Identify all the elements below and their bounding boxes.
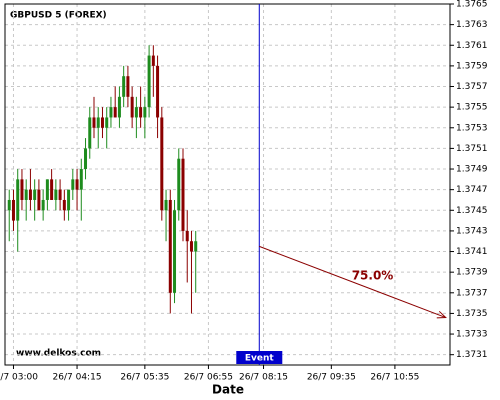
candle-body bbox=[173, 210, 177, 293]
y-tick-label: 1.3739 bbox=[456, 268, 488, 278]
candle-body bbox=[126, 76, 130, 97]
candle-body bbox=[33, 189, 37, 200]
candle-body bbox=[54, 189, 58, 200]
y-tick-label: 1.3743 bbox=[456, 226, 488, 236]
candle-body bbox=[62, 199, 66, 211]
y-tick-label: 1.3733 bbox=[456, 330, 488, 340]
candle-body bbox=[168, 199, 172, 293]
candle-body bbox=[84, 148, 88, 170]
candle-body bbox=[109, 107, 113, 118]
candle-body bbox=[147, 55, 151, 108]
candle-body bbox=[117, 96, 121, 118]
candle-body bbox=[189, 241, 193, 252]
y-tick-label: 1.3737 bbox=[456, 288, 488, 298]
candle-body bbox=[41, 199, 45, 211]
candle-body bbox=[50, 179, 54, 200]
candle-body bbox=[92, 117, 96, 128]
arrow-head bbox=[436, 310, 447, 319]
candle-body bbox=[164, 199, 168, 211]
candle-body bbox=[194, 241, 198, 252]
event-label: Event bbox=[245, 354, 275, 364]
y-tick-label: 1.3751 bbox=[456, 144, 488, 154]
x-axis-title: Date bbox=[212, 383, 244, 397]
candle-body bbox=[105, 117, 109, 128]
y-tick-label: 1.3757 bbox=[456, 82, 488, 92]
candle-body bbox=[160, 117, 164, 211]
candle-body bbox=[185, 230, 189, 242]
candle-body bbox=[181, 158, 185, 231]
y-tick-label: 1.3731 bbox=[456, 350, 488, 360]
x-tick-label: 26/7 10:55 bbox=[370, 373, 419, 383]
x-tick-label: 26/7 06:55 bbox=[184, 373, 233, 383]
y-tick-label: 1.3765 bbox=[456, 0, 488, 10]
x-tick-label: 26/7 08:15 bbox=[239, 373, 288, 383]
candle-body bbox=[71, 179, 75, 190]
chart-title: GBPUSD 5 (FOREX) bbox=[10, 11, 107, 21]
candle-body bbox=[139, 107, 143, 118]
y-tick-label: 1.3761 bbox=[456, 41, 488, 51]
candle-body bbox=[177, 158, 181, 211]
x-tick-label: 26/7 05:35 bbox=[120, 373, 169, 383]
candle-body bbox=[96, 117, 100, 128]
candle-body bbox=[58, 189, 62, 200]
y-tick-label: 1.3759 bbox=[456, 61, 488, 71]
candle-body bbox=[67, 189, 71, 211]
candle-body bbox=[11, 199, 15, 221]
candle-body bbox=[79, 169, 83, 190]
candle-body bbox=[100, 117, 104, 128]
candle-body bbox=[24, 189, 28, 200]
candle-body bbox=[16, 179, 20, 221]
candle-body bbox=[156, 65, 160, 118]
candle-body bbox=[20, 179, 24, 200]
candle-body bbox=[88, 117, 92, 149]
y-tick-label: 1.3747 bbox=[456, 185, 488, 195]
x-tick-label: 26/7 03:00 bbox=[0, 373, 38, 383]
candle-body bbox=[130, 96, 134, 118]
candle-body bbox=[45, 179, 49, 200]
x-tick-label: 26/7 04:15 bbox=[53, 373, 102, 383]
candle-body bbox=[75, 179, 79, 190]
candle-body bbox=[28, 189, 32, 200]
watermark: www.delkos.com bbox=[16, 349, 101, 359]
y-tick-label: 1.3745 bbox=[456, 206, 488, 216]
y-tick-label: 1.3735 bbox=[456, 309, 488, 319]
event-box bbox=[236, 351, 283, 364]
candle-body bbox=[122, 76, 126, 97]
x-tick-label: 26/7 09:35 bbox=[307, 373, 356, 383]
y-tick-label: 1.3755 bbox=[456, 103, 488, 113]
candle-body bbox=[134, 107, 138, 118]
y-tick-label: 1.3753 bbox=[456, 123, 488, 133]
projection-label: 75.0% bbox=[352, 268, 394, 282]
y-tick-label: 1.3749 bbox=[456, 165, 488, 175]
projection-arrow bbox=[259, 245, 446, 319]
candle-body bbox=[143, 107, 147, 118]
candle-body bbox=[151, 55, 155, 66]
candle-body bbox=[7, 199, 11, 211]
candle-body bbox=[37, 189, 41, 211]
y-tick-label: 1.3741 bbox=[456, 247, 488, 257]
y-tick-label: 1.3763 bbox=[456, 20, 488, 30]
plot-frame bbox=[4, 3, 451, 366]
candle-body bbox=[113, 107, 117, 118]
